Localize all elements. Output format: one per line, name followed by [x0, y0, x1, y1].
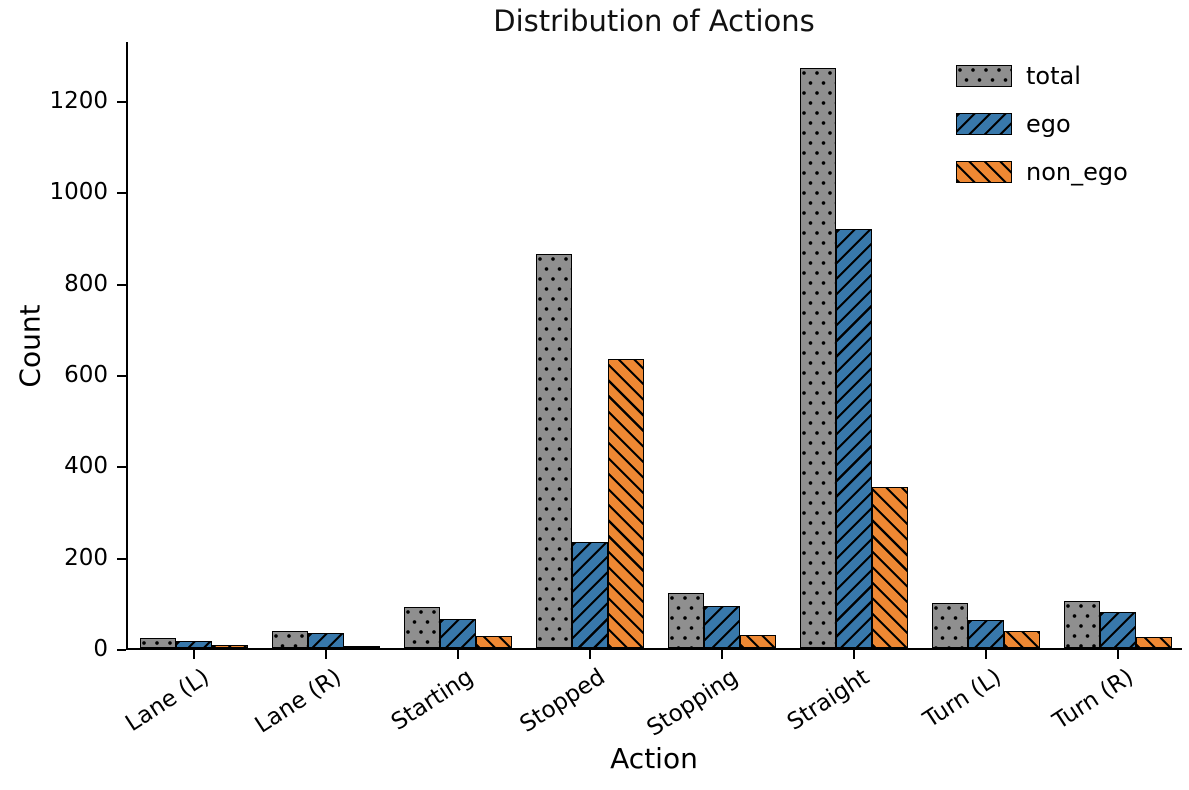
- bar-non_ego-turn-r: [1136, 637, 1172, 648]
- y-tick-mark: [117, 557, 126, 560]
- legend-label-total: total: [1026, 62, 1081, 90]
- y-tick-label: 400: [64, 453, 108, 480]
- x-tick-mark: [985, 650, 987, 659]
- bar-total-turn-l: [932, 603, 968, 648]
- bar-ego-stopped: [572, 542, 608, 648]
- x-tick-label: Turn (R): [1048, 664, 1139, 735]
- bar-non_ego-turn-l: [1004, 631, 1040, 648]
- x-tick-mark: [721, 650, 723, 659]
- bar-total-lane-l: [140, 637, 176, 648]
- legend-swatch-non_ego: [956, 161, 1012, 183]
- x-tick-label: Lane (L): [121, 664, 215, 737]
- bar-non_ego-lane-r: [344, 645, 380, 648]
- legend-row-total: total: [956, 62, 1128, 90]
- bar-non_ego-starting: [476, 636, 512, 648]
- y-tick-mark: [117, 466, 126, 469]
- bar-total-starting: [404, 606, 440, 648]
- bar-non_ego-stopped: [608, 359, 644, 648]
- bar-non_ego-straight: [872, 487, 908, 648]
- y-tick-label: 1200: [49, 87, 108, 114]
- x-tick-label: Turn (L): [919, 664, 1007, 734]
- y-tick-label: 200: [64, 544, 108, 571]
- y-tick-mark: [117, 283, 126, 286]
- chart-title: Distribution of Actions: [493, 4, 815, 38]
- bar-ego-starting: [440, 618, 476, 648]
- bar-non_ego-lane-l: [212, 645, 248, 648]
- y-tick-mark: [117, 649, 126, 651]
- bar-ego-lane-l: [176, 640, 212, 648]
- y-tick-mark: [117, 192, 126, 195]
- bar-ego-turn-r: [1100, 611, 1136, 648]
- bar-ego-straight: [836, 229, 872, 648]
- x-tick-mark: [853, 650, 855, 659]
- x-tick-label: Lane (R): [250, 664, 347, 739]
- legend: total ego non_ego: [956, 62, 1128, 206]
- bar-total-stopped: [536, 253, 572, 648]
- x-tick-label: Straight: [783, 664, 875, 736]
- y-tick-label: 1000: [49, 179, 108, 206]
- x-axis-label: Action: [610, 742, 698, 775]
- x-tick-label: Starting: [387, 664, 479, 736]
- bar-non_ego-stopping: [740, 635, 776, 648]
- bar-ego-lane-r: [308, 633, 344, 648]
- bar-total-straight: [800, 68, 836, 648]
- y-tick-mark: [117, 100, 126, 103]
- x-tick-mark: [589, 650, 591, 659]
- bar-total-lane-r: [272, 631, 308, 648]
- legend-label-non_ego: non_ego: [1026, 158, 1128, 186]
- legend-swatch-ego: [956, 113, 1012, 135]
- y-tick-label: 0: [93, 636, 108, 662]
- bar-total-turn-r: [1064, 600, 1100, 648]
- y-tick-label: 600: [64, 361, 108, 388]
- bar-total-stopping: [668, 592, 704, 648]
- legend-label-ego: ego: [1026, 110, 1071, 138]
- x-tick-mark: [1117, 650, 1119, 659]
- bar-ego-turn-l: [968, 620, 1004, 648]
- y-tick-label: 800: [64, 270, 108, 297]
- x-tick-label: Stopping: [642, 664, 743, 742]
- legend-row-ego: ego: [956, 110, 1128, 138]
- x-tick-mark: [457, 650, 459, 659]
- legend-row-non_ego: non_ego: [956, 158, 1128, 186]
- legend-swatch-total: [956, 65, 1012, 87]
- y-tick-mark: [117, 374, 126, 377]
- x-tick-label: Stopped: [515, 664, 611, 738]
- plot-area: 0 200 400 600 800 1000 1200 Lane (L) Lane (R) Sta…: [49, 42, 1182, 742]
- bar-ego-stopping: [704, 605, 740, 648]
- x-tick-mark: [325, 650, 327, 659]
- x-tick-mark: [193, 650, 195, 659]
